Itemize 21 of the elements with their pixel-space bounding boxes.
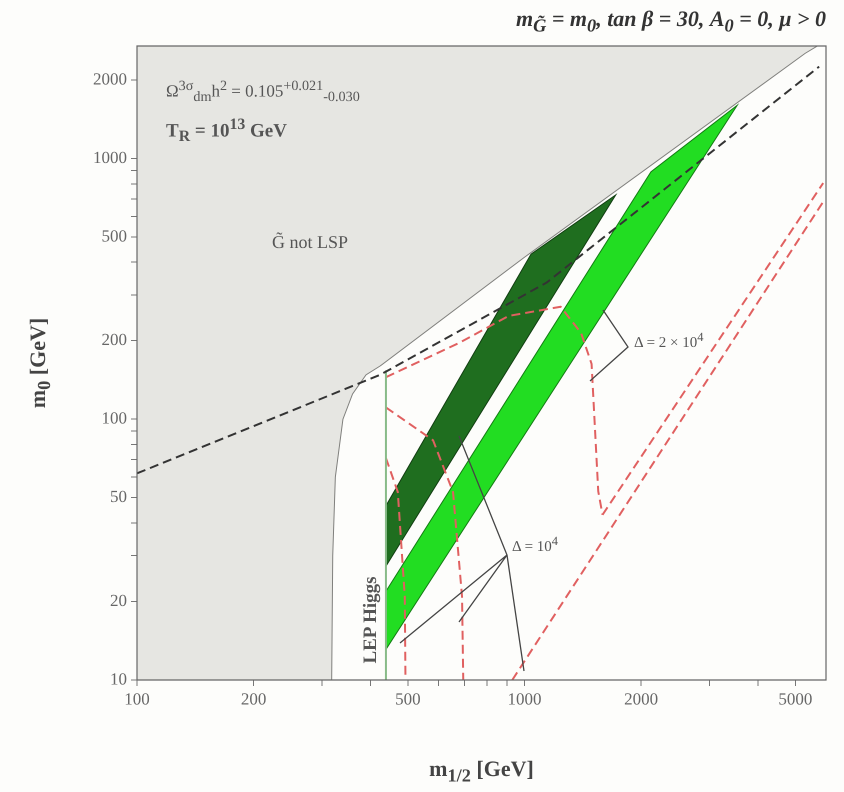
x-tick-label: 200: [240, 690, 266, 709]
y-tick-label: 200: [102, 330, 127, 350]
y-tick-label: 100: [102, 408, 127, 428]
annotation: Δ = 2 × 10$^{4}$: [634, 330, 704, 352]
chart-title: m$_{G̃}$ = m$_{0}$, tan β = 30, A$_{0}$ = 0, μ > 0: [516, 6, 826, 36]
x-tick-label: 5000: [778, 690, 812, 709]
x-tick-label: 2000: [624, 690, 658, 709]
x-tick-label: 500: [395, 690, 421, 709]
annotation: LEP Higgs: [360, 576, 382, 664]
annotation: T$_{R}$ = 10$^{13}$ GeV: [166, 116, 287, 146]
x-tick-label: 100: [124, 690, 150, 709]
y-tick-label: 500: [102, 226, 127, 246]
y-tick-label: 20: [110, 590, 127, 610]
annotation: Δ = 10$^{4}$: [512, 534, 558, 556]
y-tick-label: 10: [110, 669, 127, 688]
x-tick-label: 1000: [507, 690, 542, 709]
y-tick-label: 2000: [93, 69, 127, 88]
y-tick-label: 1000: [93, 148, 127, 167]
annotation: G̃ not LSP: [272, 232, 348, 253]
y-tick-label: 50: [110, 487, 127, 506]
x-axis-title: m$_{1/2}$ [GeV]: [429, 756, 534, 786]
